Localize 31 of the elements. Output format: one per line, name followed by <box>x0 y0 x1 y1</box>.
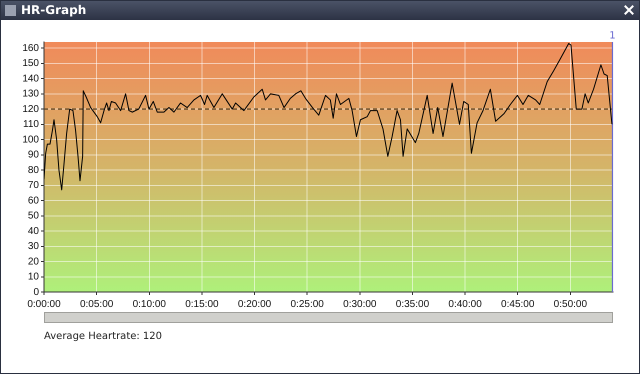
x-tick-label: 0:20:00 <box>238 298 272 310</box>
y-tick-label: 20 <box>28 256 40 268</box>
x-tick-label: 0:45:00 <box>501 298 535 310</box>
y-tick-label: 80 <box>28 164 40 176</box>
y-tick-label: 110 <box>23 119 40 130</box>
x-tick-label: 0:10:00 <box>132 298 166 310</box>
x-tick-label: 0:30:00 <box>343 298 377 310</box>
x-tick-label: 0:15:00 <box>185 298 220 310</box>
text: Average Heartrate: 120 <box>44 331 162 342</box>
x-tick-label: 0:25:00 <box>290 298 324 310</box>
x-tick-label: 0:00:00 <box>27 298 62 310</box>
y-tick-label: 60 <box>28 195 40 206</box>
annotation: 1 <box>609 30 616 42</box>
y-tick-label: 150 <box>22 58 40 70</box>
x-tick-label: 0:35:00 <box>396 298 430 310</box>
y-tick-label: 40 <box>28 226 40 237</box>
y-tick-label: 50 <box>28 210 40 222</box>
y-tick-label: 120 <box>22 104 40 115</box>
y-tick-label: 140 <box>22 73 40 84</box>
y-tick-label: 0 <box>33 286 40 298</box>
x-tick-label: 0:40:00 <box>448 298 482 310</box>
y-tick-label: 10 <box>28 272 40 283</box>
y-tick-label: 160 <box>22 42 40 54</box>
y-tick-label: 130 <box>22 88 40 100</box>
y-tick-label: 30 <box>28 241 40 252</box>
y-tick-label: 100 <box>22 134 40 146</box>
y-tick-label: 70 <box>28 180 40 192</box>
y-tick-label: 90 <box>28 150 40 161</box>
chart-title: HR-Graph <box>21 3 86 17</box>
x-tick-label: 0:50:00 <box>554 298 588 310</box>
x-tick-label: 0:05:00 <box>80 298 114 310</box>
